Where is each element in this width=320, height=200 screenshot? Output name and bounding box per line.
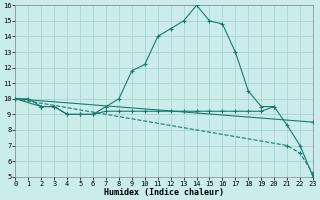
X-axis label: Humidex (Indice chaleur): Humidex (Indice chaleur) xyxy=(104,188,224,197)
